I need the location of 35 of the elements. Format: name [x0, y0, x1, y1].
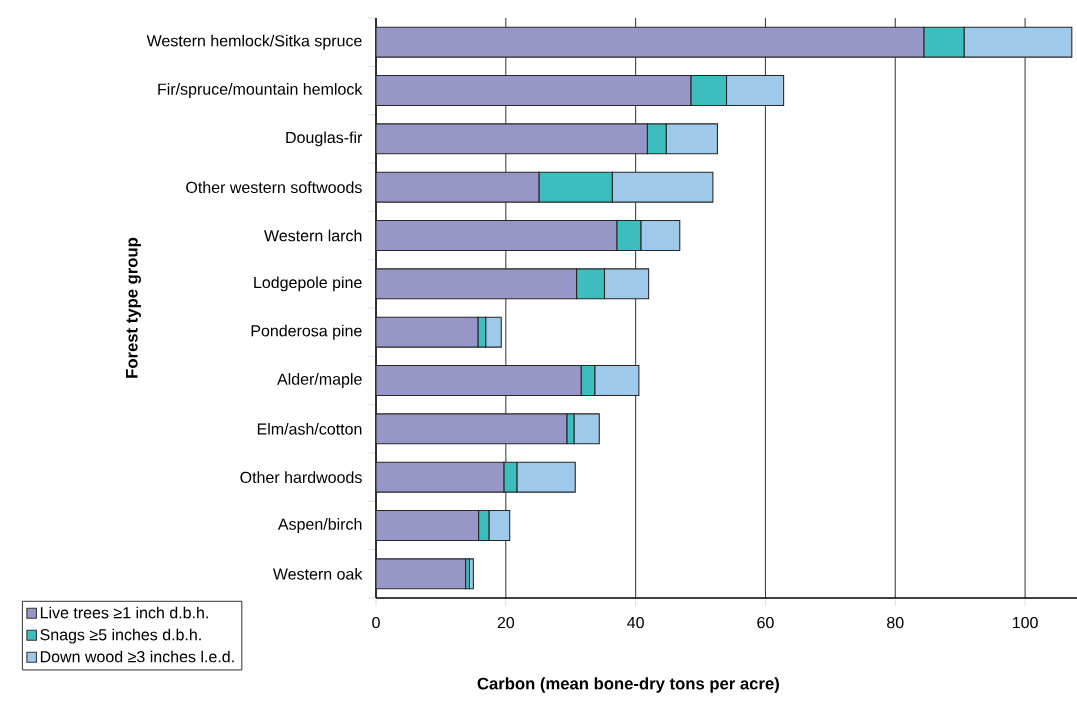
x-tick-label: 0	[372, 616, 380, 629]
y-tick-label: Other hardwoods	[240, 471, 362, 484]
y-tick-label: Western oak	[272, 567, 363, 580]
bar	[376, 558, 467, 590]
bar	[376, 316, 479, 348]
legend-label: Down wood ≥3 inches l.e.d.	[40, 650, 234, 663]
bar	[376, 74, 692, 107]
bar	[376, 219, 618, 252]
y-tick-label: Douglas-fir	[286, 131, 363, 147]
bar	[376, 26, 925, 58]
x-tick-label: 20	[497, 616, 515, 629]
y-tick-label: Lodgepole pine	[254, 276, 362, 292]
x-axis-title: Carbon (mean bone-dry tons per acre)	[477, 677, 779, 693]
y-axis-title: Forest type group	[126, 237, 142, 378]
legend-label: Live trees ≥1 inch d.b.h.	[40, 606, 208, 619]
y-tick-label: Alder/maple	[277, 373, 362, 388]
bar	[376, 364, 582, 397]
y-tick-label: Fir/spruce/mountain hemlock	[158, 83, 363, 98]
bar	[376, 268, 578, 300]
y-tick-label: Aspen/birch	[277, 518, 362, 533]
y-tick-label: Ponderosa pine	[251, 324, 362, 340]
y-tick-label: Western hemlock/Sitka spruce	[146, 34, 362, 50]
bar	[376, 461, 505, 493]
x-tick-label: 60	[757, 616, 774, 629]
bar	[376, 171, 540, 203]
bar	[376, 413, 568, 445]
y-tick-label: Other western softwoods	[186, 181, 362, 194]
legend-label: Snags ≥5 inches d.b.h.	[40, 628, 201, 644]
x-tick-label: 40	[627, 616, 644, 629]
y-tick-label: Western larch	[264, 229, 362, 242]
bar	[376, 509, 480, 542]
x-tick-label: 80	[887, 616, 904, 629]
y-tick-label: Elm/ash/cotton	[257, 422, 362, 435]
x-tick-label: 100	[1012, 616, 1038, 629]
bar	[376, 123, 648, 155]
